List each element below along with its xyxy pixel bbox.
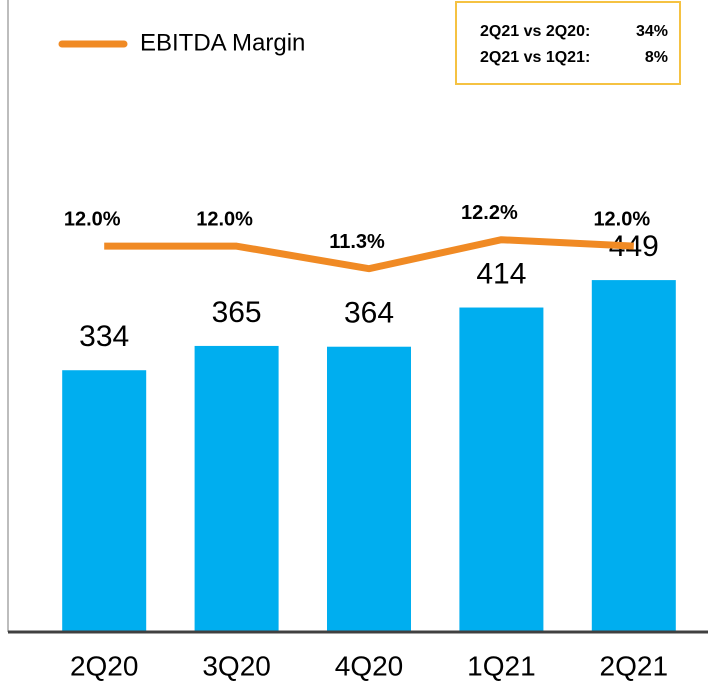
bar (62, 370, 147, 632)
bar (327, 346, 411, 632)
annotation-label: 2Q21 vs 2Q20: (480, 23, 590, 40)
bar-value-label: 365 (212, 296, 262, 329)
line-value-label: 12.0% (64, 208, 121, 230)
margin-line (104, 236, 634, 273)
bar (194, 345, 279, 632)
annotation-label: 2Q21 vs 1Q21: (480, 49, 590, 66)
line-value-label: 12.2% (461, 202, 518, 224)
bar (591, 280, 676, 632)
line-value-label: 12.0% (196, 208, 253, 230)
bar-value-label: 334 (79, 320, 129, 353)
bar-value-label: 414 (476, 257, 526, 290)
annotation-box (455, 1, 681, 85)
legend-label: EBITDA Margin (140, 29, 305, 56)
x-tick-label: 1Q21 (467, 650, 536, 681)
x-tick-label: 4Q20 (335, 650, 404, 681)
annotation-value: 34% (636, 23, 668, 40)
x-tick-label: 2Q20 (70, 650, 139, 681)
annotation-value: 8% (645, 49, 668, 66)
bar-value-label: 364 (344, 297, 394, 330)
x-tick-label: 3Q20 (202, 650, 271, 681)
bar (459, 307, 544, 632)
x-tick-label: 2Q21 (600, 650, 669, 681)
line-value-label: 11.3% (329, 231, 385, 253)
line-value-label: 12.0% (593, 208, 650, 230)
